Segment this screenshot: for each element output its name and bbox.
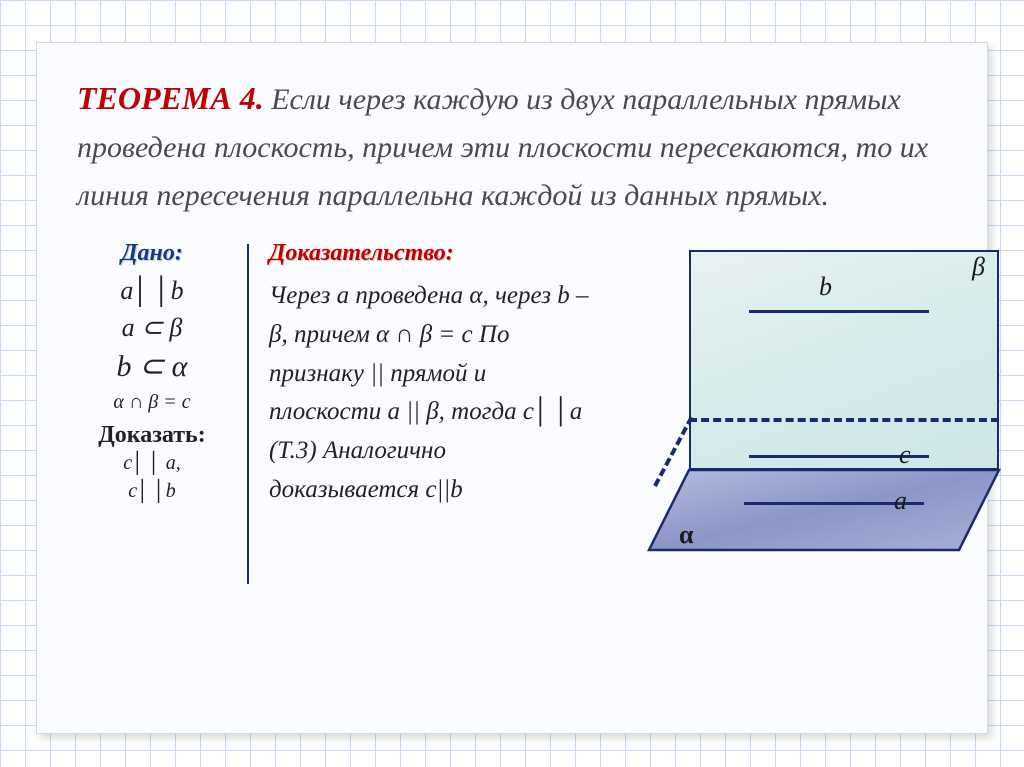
label-beta: β bbox=[972, 252, 985, 282]
lower-row: Дано: a│ │b a ⊂ β b ⊂ α α ∩ β = с Доказа… bbox=[67, 240, 957, 584]
proof-body: Через a проведена α, через b – β, причем… bbox=[269, 277, 599, 510]
given-line: α ∩ β = с bbox=[77, 388, 227, 416]
plane-alpha bbox=[639, 410, 1019, 550]
theorem-title: ТЕОРЕМА 4. bbox=[77, 80, 264, 116]
given-line: a ⊂ β bbox=[77, 310, 227, 346]
proof-column: Доказательство: Через a проведена α, чер… bbox=[269, 240, 599, 584]
given-column: Дано: a│ │b a ⊂ β b ⊂ α α ∩ β = с Доказа… bbox=[77, 240, 227, 584]
label-b: b bbox=[819, 272, 832, 302]
diagram-column: b β c a α bbox=[619, 240, 957, 584]
diagram: b β c a α bbox=[639, 240, 1019, 580]
given-line: b ⊂ α bbox=[77, 346, 227, 388]
prove-line: с│ │b bbox=[77, 477, 227, 505]
theorem-heading: ТЕОРЕМА 4. Если через каждую из двух пар… bbox=[67, 63, 957, 240]
label-a: a bbox=[894, 486, 907, 516]
label-alpha: α bbox=[679, 520, 694, 550]
content-panel: ТЕОРЕМА 4. Если через каждую из двух пар… bbox=[36, 42, 988, 734]
prove-line: с│ │ a, bbox=[77, 449, 227, 477]
vertical-divider bbox=[247, 244, 249, 584]
given-header: Дано: bbox=[77, 240, 227, 267]
proof-header: Доказательство: bbox=[269, 240, 599, 267]
line-b bbox=[749, 310, 929, 313]
given-line: a│ │b bbox=[77, 273, 227, 309]
prove-header: Доказать: bbox=[77, 422, 227, 449]
label-c: c bbox=[899, 440, 911, 470]
